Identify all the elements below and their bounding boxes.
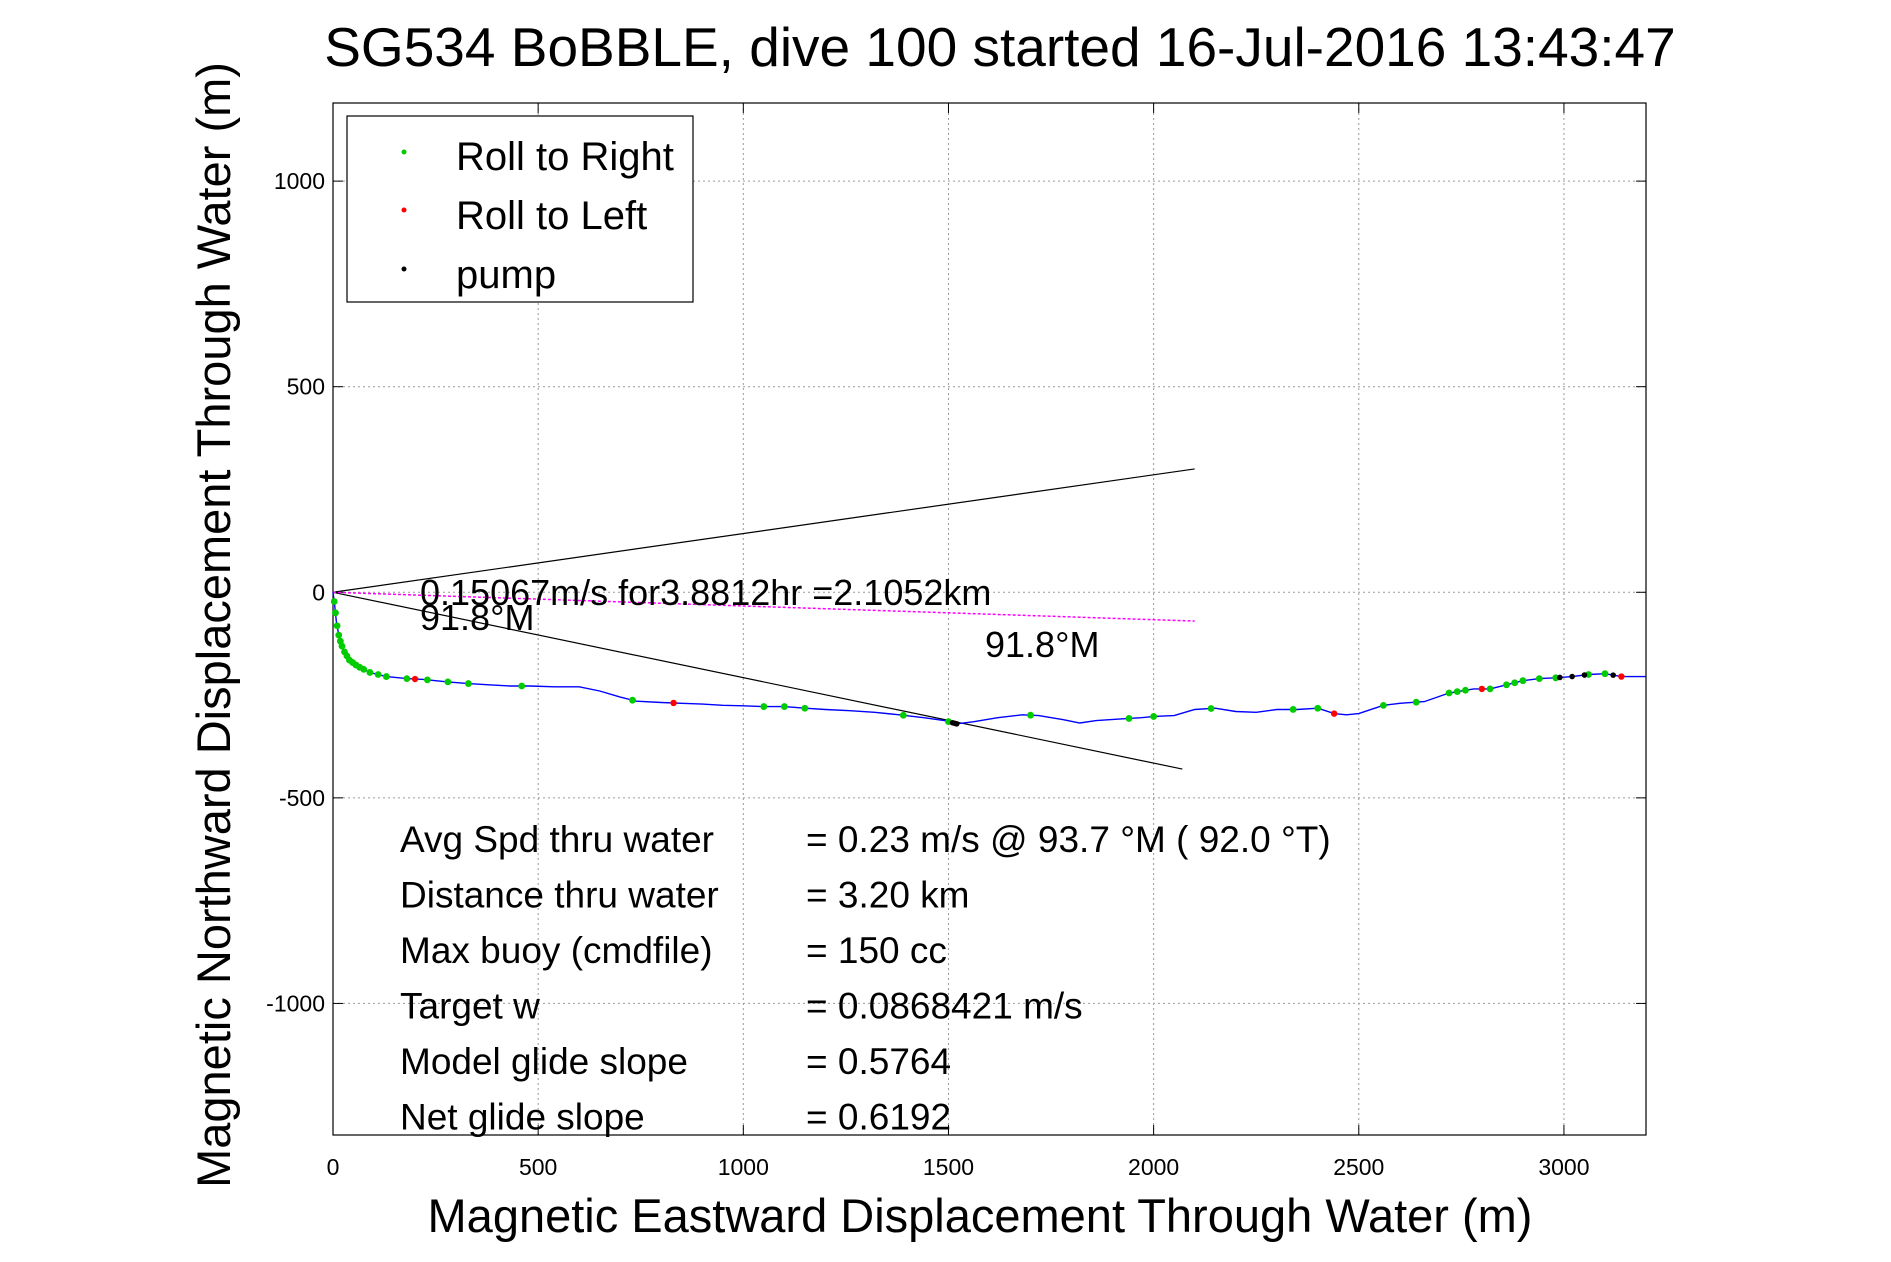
roll-right-marker	[403, 675, 411, 683]
dive-track	[332, 592, 1646, 725]
roll-right-marker	[1150, 713, 1158, 720]
roll-right-marker	[1289, 706, 1297, 713]
roll-right-marker	[366, 669, 374, 676]
roll-right-marker	[1486, 685, 1494, 693]
roll-right-marker	[1314, 704, 1322, 712]
current-annotation: 0.15067m/s for3.8812hr =2.1052km	[420, 572, 991, 613]
stat-label: Model glide slope	[400, 1041, 688, 1082]
roll-right-marker	[338, 642, 346, 650]
stat-label: Distance thru water	[400, 875, 719, 916]
roll-right-marker	[801, 704, 809, 712]
stat-label: Avg Spd thru water	[400, 819, 714, 860]
pump-marker	[1581, 672, 1588, 678]
pump-marker	[1610, 672, 1616, 678]
roll-right-marker	[1412, 698, 1420, 706]
x-tick-label: 1000	[718, 1154, 769, 1180]
roll-right-marker	[360, 665, 368, 673]
pump-marker	[1557, 674, 1563, 681]
heading-annotation-start: 91.8°M	[420, 597, 534, 638]
legend-label-roll-left: Roll to Left	[456, 194, 647, 238]
roll-right-marker	[1453, 688, 1461, 696]
legend-marker-roll-right	[401, 149, 407, 155]
heading-annotation-end: 91.8°M	[985, 624, 1099, 665]
dive-track-line	[332, 592, 1646, 725]
heading-line	[332, 591, 1183, 770]
roll-right-marker	[1125, 715, 1133, 722]
stat-value: = 0.5764	[806, 1041, 951, 1082]
stat-value: = 150 cc	[806, 930, 947, 971]
roll-left-marker	[1478, 685, 1486, 693]
x-tick-label: 3000	[1538, 1154, 1589, 1180]
roll-right-marker	[423, 676, 431, 684]
roll-left-marker	[670, 699, 677, 707]
legend-label-pump: pump	[456, 253, 556, 297]
roll-right-marker	[629, 696, 636, 704]
roll-left-marker	[1618, 673, 1625, 680]
roll-right-marker	[335, 631, 343, 639]
roll-right-marker	[1207, 705, 1215, 712]
track-markers	[330, 598, 1625, 727]
stat-label: Target w	[400, 986, 540, 1027]
y-tick-label: -1000	[266, 990, 325, 1016]
x-tick-label: 0	[327, 1154, 340, 1180]
roll-right-marker	[465, 680, 472, 687]
stat-value: = 0.0868421 m/s	[806, 986, 1083, 1027]
x-axis-label: Magnetic Eastward Displacement Through W…	[428, 1189, 1533, 1242]
roll-right-marker	[1462, 686, 1469, 694]
y-tick-label: 0	[312, 579, 325, 605]
stat-value: = 3.20 km	[806, 875, 970, 916]
x-tick-label: 2000	[1128, 1154, 1179, 1180]
roll-right-marker	[382, 673, 390, 680]
stat-label: Net glide slope	[400, 1097, 645, 1138]
stat-value: = 0.23 m/s @ 93.7 °M ( 92.0 °T)	[806, 819, 1331, 860]
roll-right-marker	[899, 711, 907, 719]
roll-right-marker	[780, 703, 788, 710]
roll-right-marker	[1027, 711, 1034, 719]
legend-marker-pump	[401, 266, 407, 272]
stat-label: Max buoy (cmdfile)	[400, 930, 713, 971]
pump-marker	[1569, 673, 1575, 680]
legend-label-roll-right: Roll to Right	[456, 135, 674, 179]
grid	[333, 103, 1646, 1135]
roll-right-marker	[1519, 677, 1527, 685]
heading-line	[332, 468, 1195, 593]
x-tick-label: 500	[519, 1154, 557, 1180]
roll-right-marker	[1503, 681, 1510, 689]
stat-value: = 0.6192	[806, 1097, 951, 1138]
legend-marker-roll-left	[401, 207, 407, 213]
current-vector-line	[332, 591, 1195, 622]
roll-right-marker	[444, 678, 452, 686]
x-tick-label: 2500	[1333, 1154, 1384, 1180]
chart-title: SG534 BoBBLE, dive 100 started 16-Jul-20…	[324, 16, 1675, 78]
reference-lines	[332, 468, 1195, 770]
roll-left-marker	[1330, 710, 1338, 717]
pump-marker	[953, 721, 960, 727]
dive-statistics: Avg Spd thru water = 0.23 m/s @ 93.7 °M (…	[400, 819, 1331, 1138]
roll-right-marker	[333, 622, 341, 630]
roll-right-marker	[760, 703, 768, 710]
roll-right-marker	[1601, 670, 1609, 678]
y-axis-label: Magnetic Northward Displacement Through …	[187, 62, 240, 1188]
y-tick-label: 1000	[274, 168, 325, 194]
roll-right-marker	[1445, 689, 1453, 697]
roll-right-marker	[330, 598, 338, 605]
y-tick-label: -500	[279, 785, 325, 811]
roll-right-marker	[1380, 701, 1387, 709]
roll-left-marker	[411, 675, 419, 683]
roll-right-marker	[374, 671, 382, 678]
roll-right-marker	[1535, 675, 1543, 683]
legend: Roll to Right Roll to Left pump	[346, 115, 694, 303]
x-tick-label: 1500	[923, 1154, 974, 1180]
roll-right-marker	[1511, 679, 1519, 687]
axis-ticks: 0 500 1000 1500 2000 2500 3000 1000 500 0 -500 -100…	[266, 103, 1646, 1180]
roll-right-marker	[332, 609, 339, 617]
roll-right-marker	[518, 682, 526, 690]
y-tick-label: 500	[287, 374, 325, 400]
plot-area-frame	[332, 102, 1647, 1136]
